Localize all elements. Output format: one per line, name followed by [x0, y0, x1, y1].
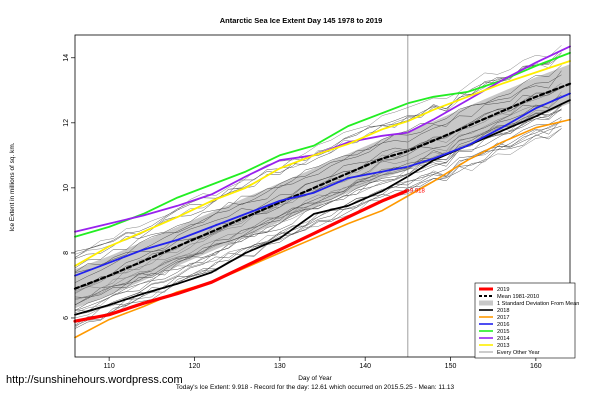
chart-title: Antarctic Sea Ice Extent Day 145 1978 to… [220, 16, 383, 25]
y-tick-label: 10 [63, 184, 70, 192]
every-other-year-line [74, 128, 562, 329]
every-other-year-line [74, 105, 562, 301]
legend-label: 2014 [497, 336, 509, 342]
every-other-year-line [74, 94, 562, 289]
every-other-year-line [74, 52, 562, 258]
every-other-year-line [74, 105, 562, 312]
y-tick-label: 12 [63, 119, 70, 127]
series-line-2016 [74, 92, 571, 277]
every-other-year-line [74, 87, 562, 283]
every-other-year-line [74, 45, 562, 255]
every-other-year-line [74, 70, 562, 273]
x-tick-label: 150 [445, 363, 457, 370]
x-tick-label: 130 [274, 363, 286, 370]
legend-label: 2015 [497, 329, 509, 335]
every-other-year-line [74, 55, 562, 252]
every-other-year-line [74, 108, 562, 312]
watermark-url: http://sunshinehours.wordpress.com [6, 374, 183, 386]
every-other-year-line [74, 125, 562, 327]
series-line-2015 [74, 52, 571, 238]
legend-label: 2013 [497, 343, 509, 349]
std-deviation-band [75, 64, 570, 309]
series-line-2013 [74, 60, 571, 267]
legend-label: 2019 [497, 287, 509, 293]
series-line-2018 [74, 99, 571, 316]
y-tick-label: 14 [63, 54, 70, 62]
x-tick-label: 120 [189, 363, 201, 370]
y-tick-label: 6 [63, 316, 70, 320]
series-line-2019 [73, 188, 410, 323]
every-other-year-line [74, 82, 562, 294]
every-other-year-line [74, 96, 562, 306]
every-other-year-line [74, 74, 562, 269]
x-tick-label: 160 [530, 363, 542, 370]
every-other-year-line [74, 86, 562, 288]
every-other-year-line [74, 128, 562, 328]
y-axis-label: Ice Extent in millions of sq. km. [9, 142, 16, 231]
plot-frame [74, 34, 571, 358]
footer-text: Today's Ice Extent: 9.918 - Record for t… [176, 384, 455, 391]
x-axis-label: Day of Year [298, 375, 332, 382]
legend-label: 2016 [497, 322, 509, 328]
legend-label: Every Other Year [497, 350, 540, 356]
legend-swatch [479, 300, 493, 306]
legend-label: Mean 1981-2010 [497, 294, 539, 300]
y-tick-label: 8 [63, 251, 70, 255]
legend-label: 2017 [497, 315, 509, 321]
day-marker-value: 9.918 [410, 188, 426, 194]
plot-area: 9.918 [73, 35, 572, 357]
x-tick-label: 140 [359, 363, 371, 370]
every-other-year-line [74, 91, 562, 292]
every-other-year-line [74, 109, 562, 311]
legend-label: 2018 [497, 308, 509, 314]
legend-label: 1 Standard Deviation From Mean [497, 301, 579, 307]
every-other-year-line [74, 120, 562, 315]
series-line-mean-1981-2010 [73, 82, 572, 290]
x-tick-label: 110 [104, 363, 115, 370]
